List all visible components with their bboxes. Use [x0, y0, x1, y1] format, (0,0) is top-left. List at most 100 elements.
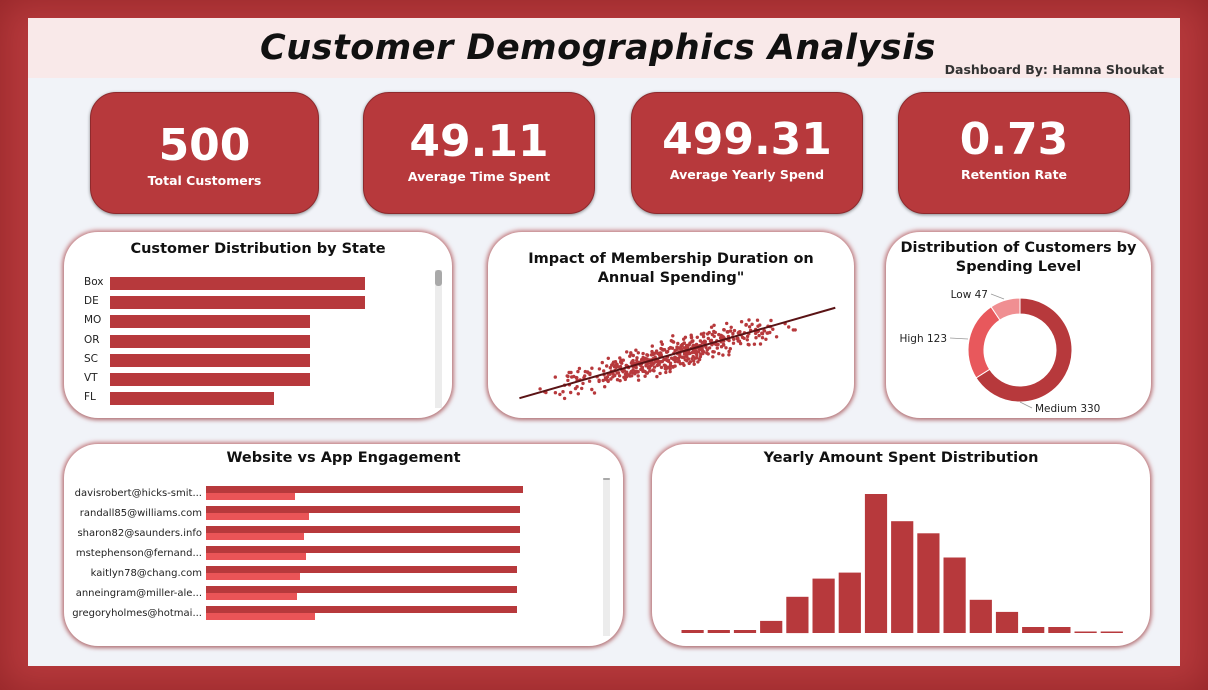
membership-scatter-card[interactable]: Impact of Membership Duration on Annual …	[488, 232, 854, 418]
scatter-point	[771, 327, 775, 331]
spending-level-card[interactable]: Distribution of Customers by Spending Le…	[886, 232, 1151, 418]
scatter-point	[717, 351, 721, 356]
yearly-spend-card[interactable]: Yearly Amount Spent Distribution	[652, 444, 1150, 646]
engagement-bar-series-1[interactable]	[206, 506, 521, 513]
scatter-point	[645, 371, 649, 375]
scatter-point	[597, 367, 602, 371]
scatter-point	[738, 341, 743, 346]
scatter-point	[635, 356, 639, 360]
scatter-point	[655, 350, 659, 354]
scrollbar-thumb[interactable]	[435, 270, 442, 286]
scatter-point	[662, 363, 667, 367]
scatter-point	[691, 343, 696, 347]
engagement-bar-series-1[interactable]	[206, 486, 523, 493]
scatter-point	[583, 369, 587, 374]
scatter-point	[707, 346, 712, 350]
vertical-scrollbar[interactable]	[603, 478, 610, 636]
scatter-point	[601, 378, 605, 383]
state-bar[interactable]	[110, 353, 311, 367]
state-bar[interactable]	[110, 315, 311, 329]
scatter-point	[725, 321, 729, 326]
scatter-point	[650, 349, 654, 354]
engagement-bar-series-2[interactable]	[206, 593, 297, 600]
state-label: DE	[84, 295, 99, 308]
email-label: sharon82@saunders.info	[77, 528, 202, 539]
kpi-label: Total Customers	[147, 173, 262, 188]
kpi-card-average-time-spent[interactable]: 49.11 Average Time Spent	[363, 92, 595, 214]
scatter-point	[646, 365, 651, 369]
state-label: MO	[84, 314, 102, 327]
state-bar[interactable]	[110, 373, 311, 386]
scatter-point	[686, 352, 691, 356]
histogram	[681, 494, 1123, 634]
engagement-bar-series-1[interactable]	[206, 546, 520, 553]
histogram-bar	[891, 521, 914, 633]
leader-line	[990, 293, 1005, 300]
scatter-point	[712, 329, 716, 334]
scatter-point	[576, 392, 580, 396]
scatter-point	[668, 361, 673, 365]
vertical-scrollbar[interactable]	[435, 270, 442, 408]
scatter-point	[727, 338, 731, 343]
kpi-card-average-yearly-spend[interactable]: 499.31 Average Yearly Spend	[631, 92, 863, 214]
scatter-point	[764, 337, 768, 341]
scatter-point	[722, 328, 726, 332]
scrollbar-thumb[interactable]	[603, 478, 610, 480]
histogram-bar	[943, 557, 966, 633]
scatter-point	[687, 361, 691, 366]
scatter-point	[736, 336, 740, 341]
engagement-bar-series-2[interactable]	[206, 573, 300, 580]
histogram-bar	[917, 533, 940, 633]
engagement-bar-series-1[interactable]	[206, 586, 518, 593]
scatter-point	[604, 377, 608, 381]
engagement-card[interactable]: Website vs App Engagement davisrobert@hi…	[64, 444, 623, 646]
scatter-point	[700, 341, 704, 345]
page-title: Customer Demographics Analysis	[260, 28, 936, 68]
scatter-point	[752, 342, 757, 346]
scatter-point	[705, 351, 709, 355]
engagement-bar-series-2[interactable]	[206, 613, 315, 620]
scatter-point	[670, 346, 675, 350]
scatter-point	[645, 353, 649, 357]
scatter-point	[746, 342, 750, 347]
engagement-bar-series-2[interactable]	[206, 493, 296, 500]
scatter-point	[728, 347, 732, 351]
scatter-point	[745, 338, 749, 342]
state-bar[interactable]	[110, 392, 274, 406]
state-bar[interactable]	[110, 277, 365, 290]
scatter-point	[677, 346, 682, 350]
scatter-point	[774, 335, 779, 339]
scatter-point	[658, 371, 662, 376]
email-label: kaitlyn78@chang.com	[90, 568, 202, 579]
engagement-bar-series-2[interactable]	[206, 513, 309, 520]
scatter-point	[667, 346, 671, 351]
scatter-point	[640, 365, 645, 370]
engagement-bar-series-1[interactable]	[206, 566, 518, 573]
engagement-bar-series-1[interactable]	[206, 526, 521, 533]
engagement-bar-series-2[interactable]	[206, 553, 306, 560]
scatter-point	[736, 331, 740, 335]
scatter-point	[692, 362, 696, 366]
engagement-bar-series-2[interactable]	[206, 533, 305, 540]
kpi-value: 500	[158, 120, 251, 171]
scatter-point	[643, 374, 647, 378]
kpi-card-retention-rate[interactable]: 0.73 Retention Rate	[898, 92, 1130, 214]
scatter-point	[665, 350, 669, 354]
email-label: gregoryholmes@hotmai...	[72, 608, 202, 619]
scatter-point	[712, 323, 716, 327]
scatter-point	[613, 360, 618, 364]
kpi-card-total-customers[interactable]: 500 Total Customers	[90, 92, 319, 214]
scatter-point	[669, 339, 673, 343]
engagement-bar-series-1[interactable]	[206, 606, 517, 613]
title-bar: Customer Demographics Analysis Dashboard…	[28, 18, 1180, 78]
scatter-point	[682, 363, 686, 367]
scatter-point	[668, 367, 672, 371]
state-bar[interactable]	[110, 334, 311, 348]
state-label: Box	[84, 276, 104, 288]
scatter-point	[683, 335, 688, 339]
scatter-point	[636, 378, 641, 382]
state-bar[interactable]	[110, 296, 365, 310]
state-distribution-card[interactable]: Customer Distribution by State Box DE MO OR…	[64, 232, 452, 418]
scatter-point	[641, 369, 645, 373]
scatter-point	[608, 366, 612, 370]
